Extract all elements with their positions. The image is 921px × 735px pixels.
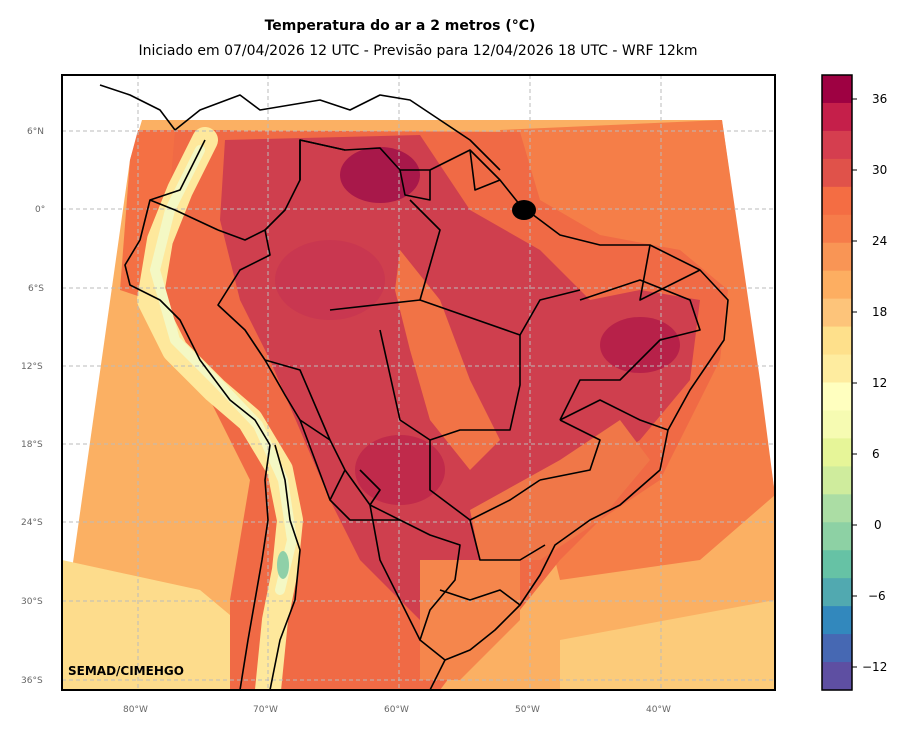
state-border-6	[559, 399, 669, 431]
colorbar-segment	[822, 634, 852, 663]
colorbar-tick-label: 24	[872, 234, 887, 248]
andes-cold-spot	[277, 551, 289, 579]
country-border-north-5	[469, 149, 501, 191]
colorbar-segment	[822, 270, 852, 300]
colorbar-segment	[822, 298, 852, 328]
andes-coldest-band	[150, 145, 297, 595]
colorbar-segment	[822, 158, 852, 188]
colorbar-segment	[822, 578, 852, 607]
colorbar-segment	[822, 326, 852, 356]
country-border-west-7	[217, 229, 266, 241]
lon-label: 80°W	[123, 705, 148, 715]
lat-label: 18°S	[21, 440, 43, 450]
state-border-8	[469, 519, 546, 561]
country-border-west-2	[239, 444, 271, 690]
colorbar	[822, 75, 852, 691]
lon-label: 50°W	[515, 705, 540, 715]
colorbar-ticks: 36 30 24 18 12 6 0 −6 −12	[852, 92, 887, 674]
colorbar-tick-label: −12	[862, 660, 887, 674]
lat-labels: 6°N 0° 6°S 12°S 18°S 24°S 30°S 36°S	[21, 127, 45, 686]
state-border-11	[639, 244, 701, 301]
country-border-west-8	[149, 199, 219, 231]
gridlines	[62, 75, 775, 690]
state-border-7	[539, 419, 601, 481]
colorbar-segment	[822, 75, 852, 104]
state-border-10	[359, 469, 381, 506]
hot-spot-north	[340, 147, 420, 203]
colorbar-segment	[822, 410, 852, 439]
state-border-9	[439, 589, 521, 606]
colorbar-segment	[822, 102, 852, 132]
country-border-south-1	[369, 504, 421, 641]
colorbar-tick-label: −6	[868, 589, 886, 603]
colorbar-tick-label: 12	[872, 376, 887, 390]
colorbar-segment	[822, 550, 852, 579]
lat-label: 6°S	[28, 284, 44, 294]
state-border-5	[559, 279, 701, 421]
lat-label: 12°S	[21, 362, 43, 372]
colorbar-segment	[822, 382, 852, 412]
colorbar-segment	[822, 242, 852, 272]
cool-ocean-band-east	[560, 600, 775, 690]
lon-labels: 80°W 70°W 60°W 50°W 40°W	[123, 705, 671, 715]
colorbar-segment	[822, 522, 852, 551]
colorbar-tick-label: 0	[874, 518, 882, 532]
colorbar-tick-label: 30	[872, 163, 887, 177]
country-border-north-4	[399, 169, 431, 201]
country-border-north-1	[174, 94, 501, 171]
marajo-island	[512, 200, 536, 220]
lon-label: 70°W	[253, 705, 278, 715]
lat-label: 0°	[35, 205, 45, 215]
mild-southeast	[470, 420, 650, 560]
hot-spot-center	[355, 435, 445, 505]
lat-label: 6°N	[27, 127, 44, 137]
colorbar-tick-label: 18	[872, 305, 887, 319]
mild-south	[420, 560, 520, 680]
colorbar-segment	[822, 606, 852, 635]
state-border-1	[409, 199, 441, 301]
colorbar-tick-label: 36	[872, 92, 887, 106]
country-border-north-2	[99, 84, 176, 131]
colorbar-tick-label: 6	[872, 447, 880, 461]
temperature-field	[62, 120, 775, 690]
state-border-3	[379, 329, 521, 441]
hot-spot-northeast	[600, 317, 680, 373]
lon-label: 40°W	[646, 705, 671, 715]
colorbar-segment	[822, 186, 852, 216]
colorbar-segment	[822, 130, 852, 160]
map-frame	[61, 74, 776, 691]
country-border-west-1	[124, 139, 271, 446]
mild-highland	[395, 250, 500, 470]
country-border-north-3	[299, 139, 346, 180]
country-border-south-2	[429, 659, 446, 690]
credit-label: SEMAD/CIMEHGO	[68, 664, 184, 678]
lat-label: 24°S	[21, 518, 43, 528]
colorbar-segment	[822, 662, 852, 691]
colorbar-segment	[822, 466, 852, 495]
colorbar-segment	[822, 354, 852, 384]
map-subtitle: Iniciado em 07/04/2026 12 UTC - Previsão…	[138, 43, 698, 59]
colorbar-segment	[822, 438, 852, 467]
lat-label: 36°S	[21, 676, 43, 686]
country-border-west-3	[269, 444, 301, 690]
hot-spot-west	[275, 240, 385, 320]
lon-label: 60°W	[384, 705, 409, 715]
country-border-west-4	[264, 359, 331, 441]
lat-label: 30°S	[21, 597, 43, 607]
colorbar-segment	[822, 494, 852, 523]
cool-ocean-band	[62, 560, 260, 690]
country-border-west-6	[329, 499, 400, 521]
map-title: Temperatura do ar a 2 metros (°C)	[264, 18, 536, 34]
colorbar-segment	[822, 214, 852, 244]
